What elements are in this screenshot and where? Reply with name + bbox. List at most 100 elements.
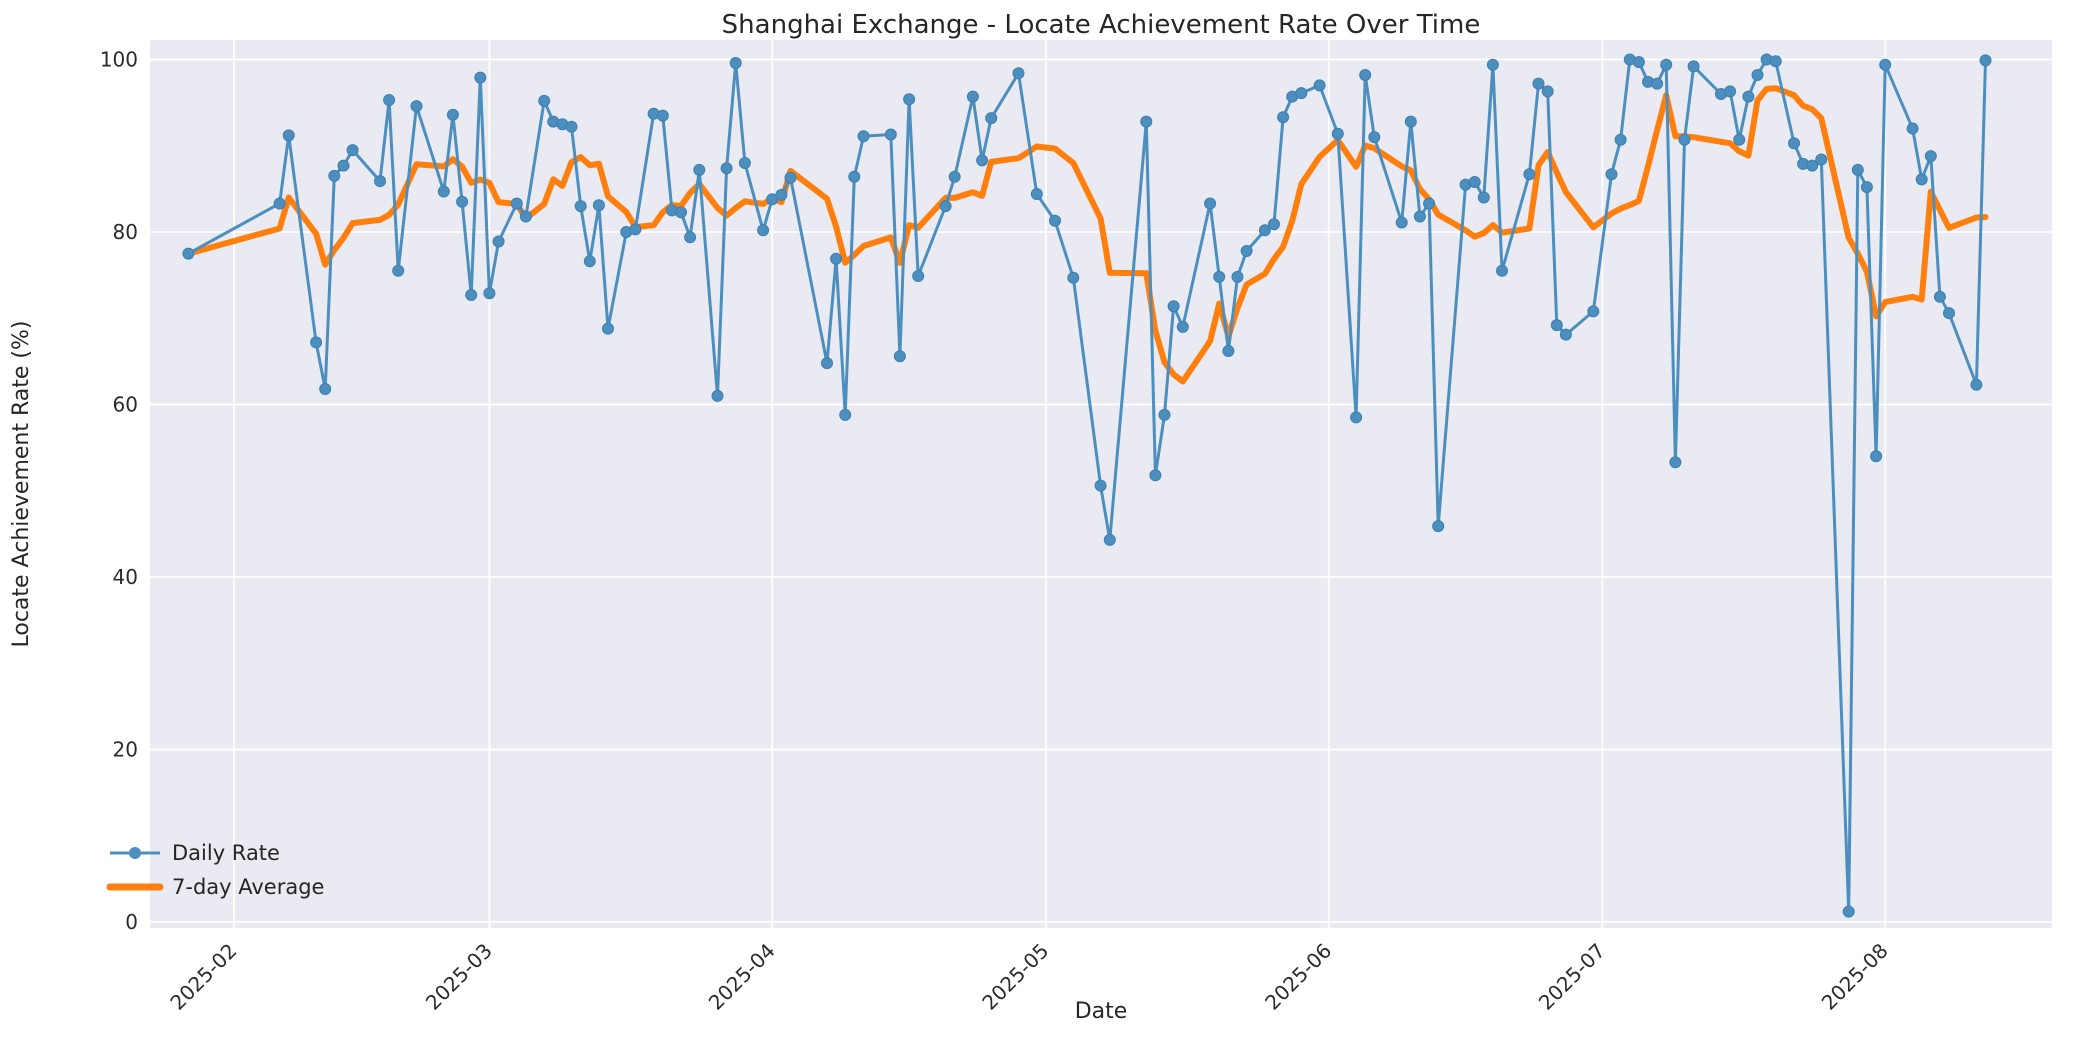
data-point-marker [1368, 131, 1381, 144]
data-point-marker [519, 210, 532, 223]
data-point-marker [1851, 163, 1864, 176]
data-point-marker [374, 175, 386, 188]
data-point-marker [1012, 67, 1025, 80]
data-point-marker [1240, 245, 1253, 257]
data-point-marker [1669, 456, 1682, 469]
data-point-marker [1277, 111, 1290, 124]
y-tick-label: 60 [113, 393, 138, 417]
data-point-marker [1559, 328, 1572, 341]
data-point-marker [1413, 210, 1426, 223]
data-point-marker [775, 188, 788, 201]
data-point-marker [1395, 216, 1408, 229]
data-point-marker [912, 270, 925, 282]
data-point-marker [675, 206, 687, 219]
data-point-marker [1687, 60, 1700, 73]
data-point-marker [985, 112, 998, 125]
data-point-marker [1860, 181, 1873, 194]
data-point-marker [1970, 378, 1983, 391]
data-point-marker [1295, 87, 1308, 100]
x-tick-label: 2025-06 [1260, 939, 1336, 1015]
data-point-marker [592, 199, 605, 212]
data-point-marker [583, 255, 596, 268]
data-point-marker [656, 109, 669, 122]
data-point-marker [1614, 133, 1627, 146]
x-tick-label: 2025-02 [165, 939, 241, 1015]
data-point-marker [1788, 137, 1800, 150]
data-point-marker [1231, 270, 1244, 283]
data-point-marker [465, 289, 478, 301]
y-tick-label: 80 [113, 220, 138, 244]
data-point-marker [1532, 77, 1545, 90]
data-point-marker [1350, 411, 1363, 424]
data-point-marker [629, 223, 642, 236]
data-point-marker [1724, 85, 1737, 98]
seven-day-average-path [185, 85, 1989, 385]
data-point-marker [966, 90, 979, 103]
data-point-marker [738, 157, 751, 169]
data-point-marker [1167, 300, 1180, 313]
data-point-marker [492, 235, 505, 248]
daily-rate-markers [182, 53, 1992, 918]
data-point-marker [346, 144, 359, 157]
data-point-marker [784, 171, 797, 184]
x-axis-ticks: 2025-02 2025-03 2025-04 2025-05 2025-06 2025-… [165, 939, 1892, 1015]
data-point-marker [437, 185, 450, 198]
data-point-marker [273, 197, 286, 210]
data-point-marker [602, 322, 614, 335]
data-point-marker [948, 170, 961, 183]
x-tick-label: 2025-05 [977, 939, 1053, 1015]
data-point-marker [684, 231, 697, 244]
data-point-marker [821, 357, 833, 370]
data-point-marker [1742, 90, 1755, 103]
data-point-marker [1477, 191, 1490, 204]
data-point-marker [1213, 270, 1226, 283]
y-axis-label: Locate Achievement Rate (%) [9, 320, 34, 647]
legend-item-daily-rate: Daily Rate [110, 841, 280, 865]
legend-average-label: 7-day Average [172, 875, 324, 899]
data-point-marker [1678, 133, 1691, 146]
data-point-marker [328, 169, 341, 182]
data-point-marker [337, 159, 350, 172]
data-point-marker [1149, 469, 1162, 482]
y-tick-label: 20 [113, 738, 138, 762]
x-tick-label: 2025-07 [1534, 939, 1610, 1015]
data-point-marker [848, 170, 861, 183]
data-point-marker [1541, 85, 1554, 98]
data-point-marker [1067, 271, 1080, 284]
data-point-marker [1906, 122, 1919, 135]
data-point-marker [565, 120, 578, 133]
data-point-marker [729, 57, 742, 69]
legend-daily-rate-marker [129, 847, 141, 859]
data-point-marker [1806, 159, 1819, 172]
data-point-marker [383, 94, 396, 106]
data-point-marker [976, 154, 989, 167]
data-point-marker [1815, 153, 1828, 166]
data-point-marker [1751, 69, 1764, 81]
data-point-marker [693, 163, 706, 176]
y-axis-ticks: 0 20 40 60 80 100 [100, 48, 138, 935]
x-tick-label: 2025-08 [1817, 939, 1893, 1015]
data-point-marker [1030, 188, 1043, 200]
data-point-marker [857, 130, 870, 143]
data-point-marker [1924, 150, 1937, 163]
data-point-marker [1432, 520, 1445, 533]
data-point-marker [1651, 77, 1664, 90]
data-point-marker [1842, 905, 1855, 918]
legend-item-seven-day-average: 7-day Average [106, 875, 324, 899]
data-point-marker [474, 71, 487, 84]
data-point-marker [1632, 56, 1645, 69]
data-point-marker [574, 200, 587, 213]
data-point-marker [1313, 79, 1326, 92]
data-point-marker [1158, 408, 1171, 421]
data-point-marker [1605, 168, 1618, 181]
data-point-marker [1496, 264, 1508, 277]
data-point-marker [893, 350, 906, 363]
y-tick-label: 0 [125, 910, 138, 934]
x-tick-label: 2025-03 [421, 939, 497, 1015]
data-point-marker [1359, 69, 1372, 81]
chart-title: Shanghai Exchange - Locate Achievement R… [722, 10, 1481, 40]
data-point-marker [1769, 55, 1782, 68]
data-point-marker [1915, 173, 1928, 186]
